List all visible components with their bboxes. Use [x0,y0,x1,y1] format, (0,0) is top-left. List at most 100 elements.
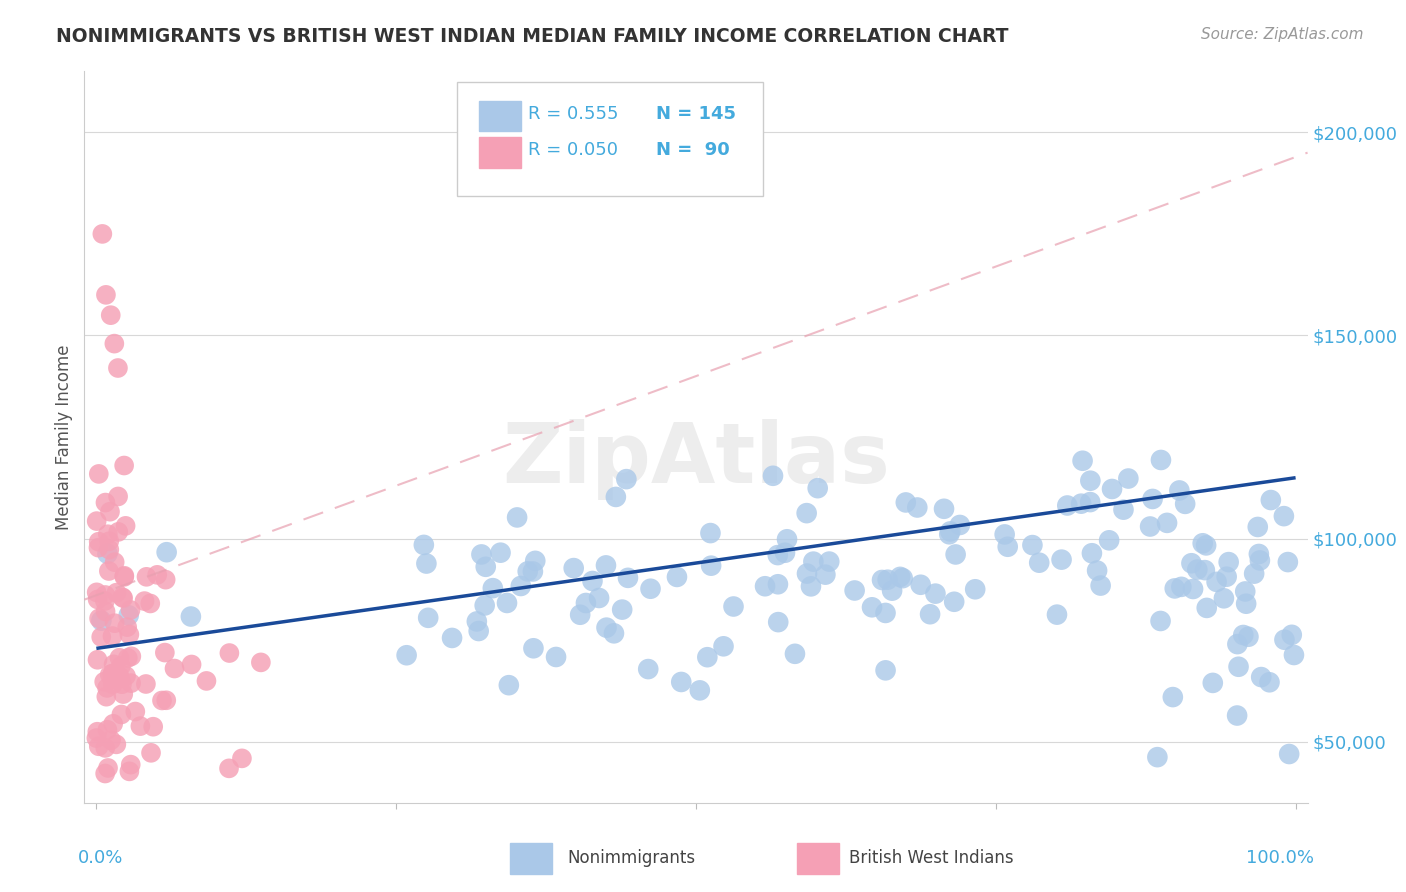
Point [1112,502,1135,516]
Point [994,527,1017,541]
Point [796,566,818,581]
Point [671,675,693,690]
Point [762,468,785,483]
Point [875,606,897,620]
Point [1212,591,1234,606]
Point [86,592,108,607]
Point [98,534,121,549]
Point [110,659,132,673]
Point [562,561,585,575]
Point [218,646,240,660]
Point [87,739,110,754]
Point [101,666,124,681]
Text: Nonimmigrants: Nonimmigrants [568,848,696,867]
Point [118,764,141,779]
Point [108,650,131,665]
Text: 0.0%: 0.0% [79,848,124,867]
FancyBboxPatch shape [510,843,551,874]
Point [115,669,138,683]
Text: R = 0.050: R = 0.050 [529,141,619,160]
Point [1237,630,1260,644]
Point [616,472,638,486]
Point [107,524,129,539]
Point [231,751,253,765]
Point [818,555,841,569]
Point [713,640,735,654]
Point [395,648,418,663]
Text: Source: ZipAtlas.com: Source: ZipAtlas.com [1201,27,1364,42]
Point [93,674,115,689]
Point [134,594,156,608]
Point [150,693,173,707]
Point [754,579,776,593]
Point [120,676,142,690]
Point [723,599,745,614]
Point [112,591,135,606]
Point [163,661,186,675]
Point [96,690,118,704]
Text: NONIMMIGRANTS VS BRITISH WEST INDIAN MEDIAN FAMILY INCOME CORRELATION CHART: NONIMMIGRANTS VS BRITISH WEST INDIAN MED… [56,27,1008,45]
Point [195,673,218,688]
Text: 100.0%: 100.0% [1246,848,1313,867]
Point [112,568,135,582]
Point [98,542,121,557]
Point [1195,600,1218,615]
Point [465,615,488,629]
Point [155,693,177,707]
Point [1161,690,1184,704]
Point [103,336,125,351]
Point [104,555,127,569]
Point [1028,556,1050,570]
Point [86,731,108,745]
Point [1139,519,1161,533]
Point [1187,563,1209,577]
Point [1281,628,1303,642]
Point [522,565,544,579]
Point [146,567,169,582]
Point [814,567,837,582]
Point [117,651,139,665]
Point [97,761,120,775]
Point [1272,509,1295,524]
Point [1226,637,1249,651]
Point [509,579,531,593]
Point [94,594,117,608]
Point [1227,659,1250,673]
Point [139,746,162,760]
Point [112,687,135,701]
Point [98,505,121,519]
Point [129,719,152,733]
Point [496,596,519,610]
Point [101,677,124,691]
Point [218,761,240,775]
Point [1085,564,1108,578]
Point [120,649,142,664]
Point [932,501,955,516]
Point [94,766,117,780]
Point [612,602,634,616]
Point [544,650,567,665]
Point [1080,474,1102,488]
Point [105,585,128,599]
Point [595,621,617,635]
Point [588,591,610,605]
Point [1243,566,1265,581]
Point [108,669,131,683]
Point [569,607,592,622]
Point [100,733,122,747]
Point [575,596,598,610]
Point [94,740,117,755]
Point [965,582,987,597]
Point [1046,607,1069,622]
Point [696,650,718,665]
Point [1226,708,1249,723]
Point [111,677,134,691]
Point [876,573,898,587]
Point [880,583,903,598]
Point [773,546,796,560]
Point [91,227,114,241]
Point [135,570,157,584]
Point [910,578,932,592]
Point [139,597,162,611]
Point [1150,453,1173,467]
